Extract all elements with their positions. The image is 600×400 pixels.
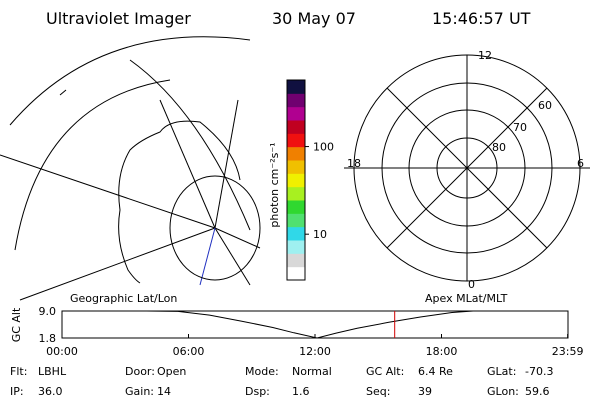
polar-label: Apex MLat/MLT: [425, 292, 508, 305]
colorbar-segment: [287, 120, 305, 134]
colorbar-segment: [287, 146, 305, 161]
status-label: GLat:: [487, 365, 516, 378]
x-tick-label: 23:59: [552, 345, 584, 358]
y-tick-label: 1.8: [39, 332, 57, 345]
status-label: GC Alt:: [366, 365, 404, 378]
lat-label: 60: [538, 99, 552, 112]
altitude-line: [62, 310, 568, 339]
colorbar-segment: [287, 93, 305, 108]
status-label: Dsp:: [245, 385, 270, 398]
map-label: Geographic Lat/Lon: [70, 292, 177, 305]
status-label: Gain:: [125, 385, 154, 398]
lat-label: 70: [513, 121, 527, 134]
colorbar-segment: [287, 213, 305, 228]
colorbar-tick-label: 10: [313, 228, 327, 241]
colorbar-segment: [287, 266, 305, 281]
geo-map: [0, 36, 261, 301]
colorbar-segment: [287, 106, 305, 121]
mlt-label: 18: [347, 157, 361, 170]
status-value: 1.6: [292, 385, 310, 398]
status-value: Open: [157, 365, 186, 378]
status-value: LBHL: [38, 365, 67, 378]
altitude-timeline: 9.0 1.800:00 06:00 12:00 18:00 23:59: [39, 305, 584, 358]
status-value: 36.0: [38, 385, 63, 398]
colorbar-segment: [287, 240, 305, 254]
status-label: GLon:: [487, 385, 519, 398]
colorbar: 10 100: [286, 79, 334, 281]
lat-label: 80: [492, 141, 506, 154]
title: Ultraviolet Imager: [46, 9, 191, 28]
colorbar-segment: [287, 226, 305, 241]
status-label: Mode:: [245, 365, 279, 378]
polar-grid: [344, 54, 590, 282]
status-value: 59.6: [525, 385, 550, 398]
status-value: 6.4 Re: [418, 365, 453, 378]
colorbar-segment: [287, 173, 305, 188]
colorbar-segment: [287, 133, 305, 148]
status-label: Seq:: [366, 385, 390, 398]
status-value: 39: [418, 385, 432, 398]
status-label: IP:: [10, 385, 24, 398]
colorbar-segment: [287, 80, 305, 94]
time: 15:46:57 UT: [432, 9, 531, 28]
status-footer: Flt: LBHL Door: Open Mode: Normal GC Alt: 6.4 R…: [10, 365, 553, 398]
mlt-label: 0: [468, 278, 475, 291]
status-value: -70.3: [525, 365, 553, 378]
x-tick-label: 12:00: [299, 345, 331, 358]
colorbar-segment: [287, 200, 305, 214]
colorbar-segment: [287, 253, 305, 268]
status-label: Flt:: [10, 365, 27, 378]
x-tick-label: 00:00: [46, 345, 78, 358]
status-value: Normal: [292, 365, 332, 378]
plot-frame: [61, 310, 569, 339]
colorbar-tick-label: 100: [313, 141, 334, 154]
mlt-label: 12: [478, 49, 492, 62]
colorbar-frame: [286, 79, 306, 281]
status-value: 14: [157, 385, 171, 398]
x-tick-label: 06:00: [173, 345, 205, 358]
y-tick-label: 9.0: [39, 305, 57, 318]
status-label: Door:: [125, 365, 155, 378]
date: 30 May 07: [272, 9, 356, 28]
y-axis-label: GC Alt: [10, 307, 23, 342]
colorbar-segment: [287, 160, 305, 174]
x-tick-label: 18:00: [426, 345, 458, 358]
mlt-label: 6: [577, 157, 584, 170]
colorbar-label: photon cm⁻²s⁻¹: [268, 142, 281, 227]
colorbar-segment: [287, 186, 305, 201]
